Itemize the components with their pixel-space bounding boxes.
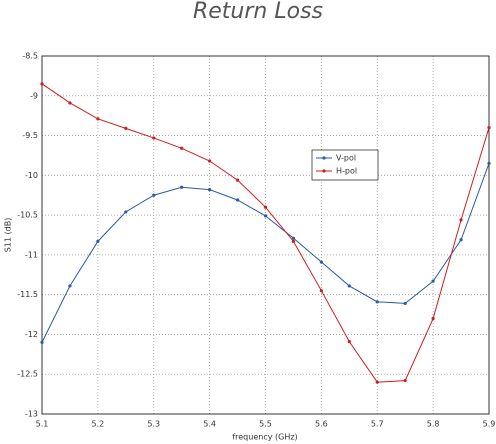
data-point xyxy=(208,159,212,163)
data-point xyxy=(124,126,128,130)
data-point xyxy=(431,316,435,321)
chart-title: Return Loss xyxy=(193,0,323,24)
data-point xyxy=(180,146,184,150)
x-tick-label: 5.2 xyxy=(92,420,105,429)
data-point xyxy=(487,161,491,165)
x-tick-label: 5.6 xyxy=(315,420,328,429)
data-point xyxy=(375,380,379,384)
x-tick-label: 5.9 xyxy=(483,420,496,429)
x-tick-label: 5.7 xyxy=(371,420,384,429)
x-tick-label: 5.5 xyxy=(259,420,272,429)
x-tick-label: 5.1 xyxy=(36,420,49,429)
data-point xyxy=(235,198,240,202)
data-point xyxy=(403,301,407,306)
data-point xyxy=(263,205,268,209)
y-tick-label: -10.5 xyxy=(17,211,38,220)
data-point xyxy=(291,239,296,243)
data-point xyxy=(403,378,407,383)
data-point xyxy=(152,136,156,140)
data-point xyxy=(96,239,100,243)
plot-frame xyxy=(41,55,490,415)
y-tick-label: -10 xyxy=(25,171,38,180)
data-point xyxy=(68,101,72,105)
data-point xyxy=(180,185,184,189)
y-tick-label: -11.5 xyxy=(17,290,38,299)
x-tick-label: 5.4 xyxy=(203,420,216,429)
y-tick-label: -8.5 xyxy=(22,52,38,61)
x-tick-label: 5.3 xyxy=(147,420,160,429)
y-tick-label: -11 xyxy=(25,250,38,259)
data-point xyxy=(291,236,296,240)
data-point xyxy=(459,218,463,222)
series-line xyxy=(41,163,490,343)
legend-box xyxy=(311,149,379,181)
data-point xyxy=(319,260,323,264)
legend-marker xyxy=(322,156,326,160)
data-point xyxy=(40,340,44,344)
data-point xyxy=(487,126,491,130)
x-axis-label: frequency (GHz) xyxy=(232,433,297,442)
data-point xyxy=(459,238,463,242)
data-point xyxy=(235,178,240,182)
legend-label: V-pol xyxy=(336,154,356,163)
data-point xyxy=(68,284,72,288)
data-point xyxy=(375,300,379,304)
y-tick-label: -9.5 xyxy=(22,131,38,140)
legend-marker xyxy=(322,169,326,173)
data-point xyxy=(319,289,323,293)
data-point xyxy=(152,193,156,197)
legend-label: H-pol xyxy=(336,167,357,176)
data-point xyxy=(431,279,435,283)
data-point xyxy=(347,284,351,288)
y-tick-label: -12.5 xyxy=(17,370,38,379)
data-point xyxy=(96,117,100,121)
data-point xyxy=(208,188,212,192)
data-point xyxy=(263,214,268,218)
data-point xyxy=(124,210,128,214)
y-axis-label: S11 (dB) xyxy=(4,218,13,253)
x-tick-label: 5.8 xyxy=(427,420,440,429)
data-point xyxy=(347,340,351,344)
data-point xyxy=(40,82,44,86)
y-tick-label: -9 xyxy=(30,91,38,100)
y-tick-label: -12 xyxy=(25,330,38,339)
y-tick-label: -13 xyxy=(25,410,38,419)
